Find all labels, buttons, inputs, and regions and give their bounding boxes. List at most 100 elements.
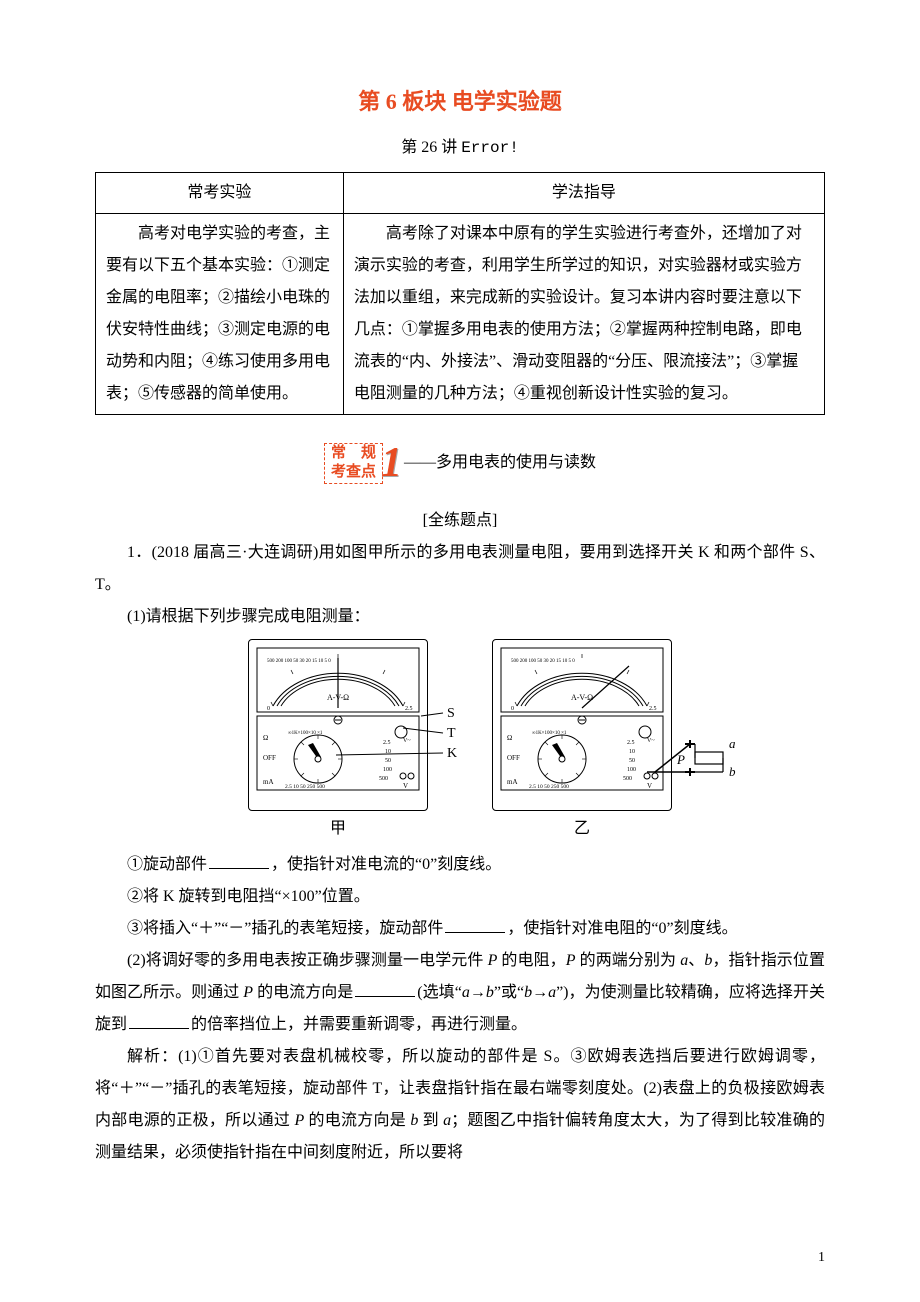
- table-body-row: 高考对电学实验的考查，主要有以下五个基本实验：①测定金属的电阻率；②描绘小电珠的…: [96, 214, 825, 415]
- var-b-3: b: [524, 984, 532, 1001]
- checkpoint-box-line2: 考查点: [331, 464, 376, 480]
- p2-d: 、: [688, 952, 704, 969]
- svg-text:OFF: OFF: [263, 754, 276, 762]
- q1-p2: (2)将调好零的多用电表按正确步骤测量一电学元件 P 的电阻，P 的两端分别为 …: [95, 945, 825, 1041]
- subtitle-error: Error!: [461, 139, 519, 157]
- blank-4: [129, 1012, 189, 1029]
- q1-step3: ③将插入“＋”“－”插孔的表笔短接，旋动部件 ，使指针对准电阻的“0”刻度线。: [95, 913, 825, 945]
- blank-3: [355, 980, 415, 997]
- svg-text:500: 500: [379, 776, 388, 782]
- label-p: P: [676, 752, 685, 767]
- var-a-4: a: [443, 1112, 451, 1129]
- svg-text:0: 0: [267, 706, 270, 712]
- caption-jia: 甲: [248, 813, 428, 845]
- svg-text:2.5: 2.5: [649, 706, 657, 712]
- dial-label: A-V-Ω: [327, 693, 349, 702]
- svg-text:mA: mA: [263, 778, 274, 786]
- svg-text:mA: mA: [507, 778, 518, 786]
- label-k: K: [447, 746, 457, 761]
- svg-text:10: 10: [629, 749, 635, 755]
- label-t: T: [447, 726, 456, 741]
- svg-text:50: 50: [629, 758, 635, 764]
- var-P-3: P: [243, 984, 253, 1001]
- svg-text:2.5 10 50 250 500: 2.5 10 50 250 500: [529, 784, 569, 790]
- p2-f: 的电流方向是: [253, 984, 353, 1001]
- var-P-4: P: [294, 1112, 304, 1129]
- svg-text:0: 0: [511, 706, 514, 712]
- svg-text:V: V: [647, 782, 652, 790]
- checkpoint-number: 1: [381, 421, 402, 505]
- ans-c: 到: [418, 1112, 443, 1129]
- header-left: 常考实验: [96, 173, 344, 214]
- svg-text:OFF: OFF: [507, 754, 520, 762]
- q1-stem: 1．(2018 届高三·大连调研)用如图甲所示的多用电表测量电阻，要用到选择开关…: [95, 537, 825, 601]
- svg-text:2.5: 2.5: [405, 706, 413, 712]
- svg-text:2.5: 2.5: [383, 740, 391, 746]
- meter-yi-svg: A-V-Ω 500 200 100 50 30 20 15 10 5 0 0 2…: [497, 644, 667, 794]
- meter-jia-box: A-V-Ω 500 200 100 50 30 20 15 10 5 0 0 2…: [248, 639, 428, 811]
- svg-text:500: 500: [623, 776, 632, 782]
- step3-a: ③将插入“＋”“－”插孔的表笔短接，旋动部件: [127, 920, 443, 937]
- checkpoint-label: ——多用电表的使用与读数: [404, 447, 596, 479]
- p2-i: ”或“: [494, 984, 524, 1001]
- blank-2: [445, 916, 505, 933]
- label-b: b: [729, 764, 736, 779]
- q1-step2: ②将 K 旋转到电阻挡“×100”位置。: [95, 881, 825, 913]
- svg-text:500 200 100 50 30 20 15 10 5 0: 500 200 100 50 30 20 15 10 5 0: [267, 659, 331, 664]
- svg-text:V~: V~: [647, 738, 655, 744]
- cell-right: 高考除了对课本中原有的学生实验进行考查外，还增加了对演示实验的考查，利用学生所学…: [343, 214, 824, 415]
- ans-b: 的电流方向是: [304, 1112, 410, 1129]
- page-title: 第 6 板块 电学实验题: [95, 80, 825, 124]
- step1-a: ①旋动部件: [127, 856, 207, 873]
- step3-b: ，使指针对准电阻的“0”刻度线。: [507, 920, 737, 937]
- info-table: 常考实验 学法指导 高考对电学实验的考查，主要有以下五个基本实验：①测定金属的电…: [95, 172, 825, 415]
- p2-l: 的倍率挡位上，并需要重新调零，再进行测量。: [191, 1016, 527, 1033]
- figure-row: A-V-Ω 500 200 100 50 30 20 15 10 5 0 0 2…: [95, 639, 825, 845]
- checkpoint-box-line1: 常 规: [331, 445, 376, 461]
- label-s: S: [447, 706, 455, 721]
- figure-jia: A-V-Ω 500 200 100 50 30 20 15 10 5 0 0 2…: [248, 639, 428, 845]
- p2-j: →: [532, 984, 548, 1001]
- page-number: 1: [818, 1244, 825, 1272]
- svg-text:V: V: [403, 782, 408, 790]
- svg-text:100: 100: [627, 767, 636, 773]
- subtitle: 第 26 讲 Error!: [95, 132, 825, 164]
- p2-b: 的电阻，: [497, 952, 565, 969]
- p2-a: (2)将调好零的多用电表按正确步骤测量一电学元件: [127, 952, 488, 969]
- svg-text:500 200 100 50 30 20 15 10 5 0: 500 200 100 50 30 20 15 10 5 0: [511, 659, 575, 664]
- section-header: [全练题点]: [95, 505, 825, 537]
- q1-answer: 解析：(1)①首先要对表盘机械校零，所以旋动的部件是 S。③欧姆表选挡后要进行欧…: [95, 1041, 825, 1169]
- cell-left: 高考对电学实验的考查，主要有以下五个基本实验：①测定金属的电阻率；②描绘小电珠的…: [96, 214, 344, 415]
- var-b-2: b: [486, 984, 494, 1001]
- subtitle-prefix: 第 26 讲: [401, 139, 461, 156]
- var-a-3: a: [548, 984, 556, 1001]
- checkpoint-row: 常 规 考查点 1 ——多用电表的使用与读数: [95, 421, 825, 505]
- svg-text:A-V-Ω: A-V-Ω: [571, 693, 593, 702]
- svg-text:Ω: Ω: [263, 734, 268, 742]
- svg-text:∞1K×100×10 ×1: ∞1K×100×10 ×1: [288, 731, 323, 736]
- q1-p1: (1)请根据下列步骤完成电阻测量：: [95, 601, 825, 633]
- label-a: a: [729, 736, 736, 751]
- var-P-1: P: [488, 952, 498, 969]
- var-a-2: a: [462, 984, 470, 1001]
- meter-yi-box: A-V-Ω 500 200 100 50 30 20 15 10 5 0 0 2…: [492, 639, 672, 811]
- svg-text:100: 100: [383, 767, 392, 773]
- caption-yi: 乙: [492, 813, 672, 845]
- svg-text:2.5 10 50 250 500: 2.5 10 50 250 500: [285, 784, 325, 790]
- svg-text:2.5: 2.5: [627, 740, 635, 746]
- var-P-2: P: [566, 952, 576, 969]
- table-header-row: 常考实验 学法指导: [96, 173, 825, 214]
- q1-step1: ①旋动部件 ，使指针对准电流的“0”刻度线。: [95, 849, 825, 881]
- blank-1: [209, 852, 269, 869]
- header-right: 学法指导: [343, 173, 824, 214]
- svg-text:V~: V~: [403, 738, 411, 744]
- meter-jia-svg: A-V-Ω 500 200 100 50 30 20 15 10 5 0 0 2…: [253, 644, 423, 794]
- step1-b: ，使指针对准电流的“0”刻度线。: [271, 856, 501, 873]
- svg-text:Ω: Ω: [507, 734, 512, 742]
- svg-text:50: 50: [385, 758, 391, 764]
- p2-g: (选填“: [417, 984, 462, 1001]
- p2-h: →: [470, 984, 486, 1001]
- figure-yi: A-V-Ω 500 200 100 50 30 20 15 10 5 0 0 2…: [492, 639, 672, 845]
- svg-text:∞1K×100×10 ×1: ∞1K×100×10 ×1: [532, 731, 567, 736]
- checkpoint-box: 常 规 考查点: [324, 443, 383, 484]
